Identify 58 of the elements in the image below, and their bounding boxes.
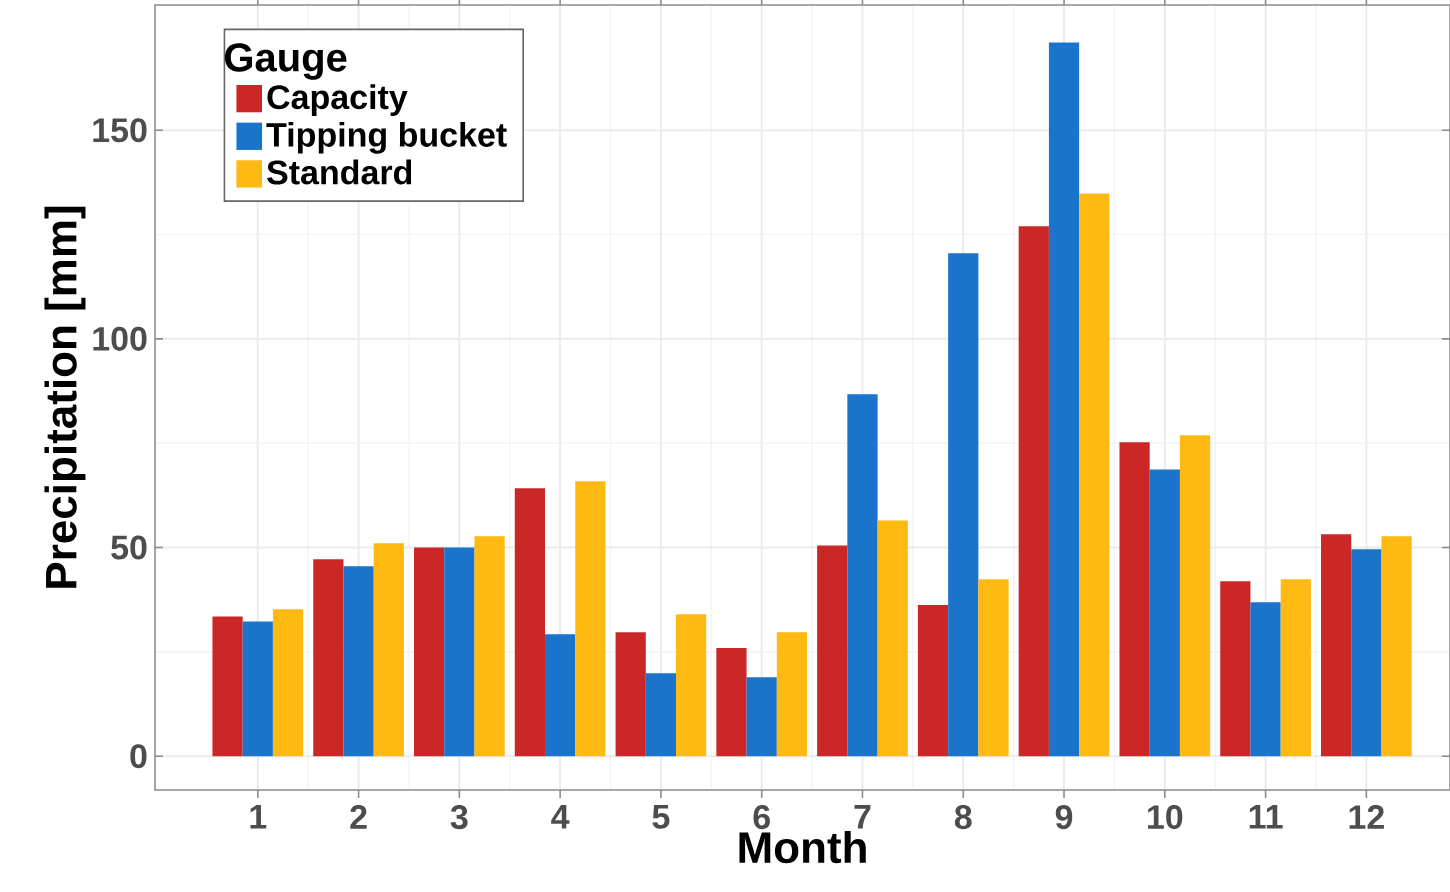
bar	[242, 621, 273, 757]
legend-label: Standard	[267, 159, 412, 185]
bar	[746, 677, 777, 757]
bar	[313, 559, 344, 757]
x-axis-title: Month	[739, 830, 866, 864]
bar	[575, 481, 606, 757]
bar	[343, 566, 374, 757]
x-tick-label: 3	[450, 805, 468, 830]
bar	[545, 634, 576, 757]
y-tick-label: 50	[111, 535, 147, 560]
bar	[514, 488, 546, 757]
bar	[716, 648, 747, 757]
bar	[615, 632, 646, 757]
bar	[1149, 469, 1180, 757]
bar	[948, 253, 979, 757]
x-tick-label: 8	[954, 805, 972, 830]
bar	[645, 673, 677, 757]
y-tick-label: 150	[93, 118, 147, 143]
x-tick-label: 5	[652, 805, 670, 829]
bar	[414, 547, 445, 757]
bar	[917, 605, 949, 757]
legend-title: Gauge	[224, 43, 347, 80]
x-tick-label: 6	[753, 805, 770, 830]
bar	[1381, 536, 1412, 757]
bar	[212, 616, 243, 757]
legend-label: Tipping bucket	[266, 121, 507, 154]
bar	[1079, 193, 1110, 757]
x-tick-label: 7	[854, 805, 871, 829]
bar	[847, 394, 878, 757]
bar	[676, 614, 707, 757]
bar	[776, 632, 808, 757]
x-tick-label: 1	[250, 805, 267, 829]
x-tick-label: 12	[1349, 805, 1384, 829]
bar	[444, 547, 475, 757]
bar	[817, 545, 848, 757]
bar	[978, 579, 1009, 757]
x-tick-label: 10	[1148, 805, 1183, 830]
bar	[1321, 534, 1352, 757]
bar	[1220, 581, 1251, 757]
bar	[1351, 549, 1382, 757]
x-tick-label: 11	[1249, 805, 1283, 829]
x-tick-label: 4	[551, 805, 570, 829]
bar	[1018, 226, 1049, 757]
legend-label: Capacity	[267, 84, 408, 116]
x-tick-label: 9	[1055, 805, 1073, 830]
bar	[1179, 435, 1211, 757]
bar	[1119, 442, 1150, 757]
y-tick-label: 0	[130, 744, 147, 769]
y-axis-title: Precipitation [mm]	[44, 206, 86, 588]
y-tick-label: 100	[93, 326, 147, 351]
bar	[474, 536, 505, 757]
bar	[1048, 42, 1080, 757]
bar	[1250, 602, 1281, 757]
bar	[1280, 579, 1311, 757]
bar	[877, 520, 908, 757]
x-tick-label: 2	[350, 805, 367, 829]
bar	[373, 543, 404, 757]
bar	[272, 609, 304, 757]
